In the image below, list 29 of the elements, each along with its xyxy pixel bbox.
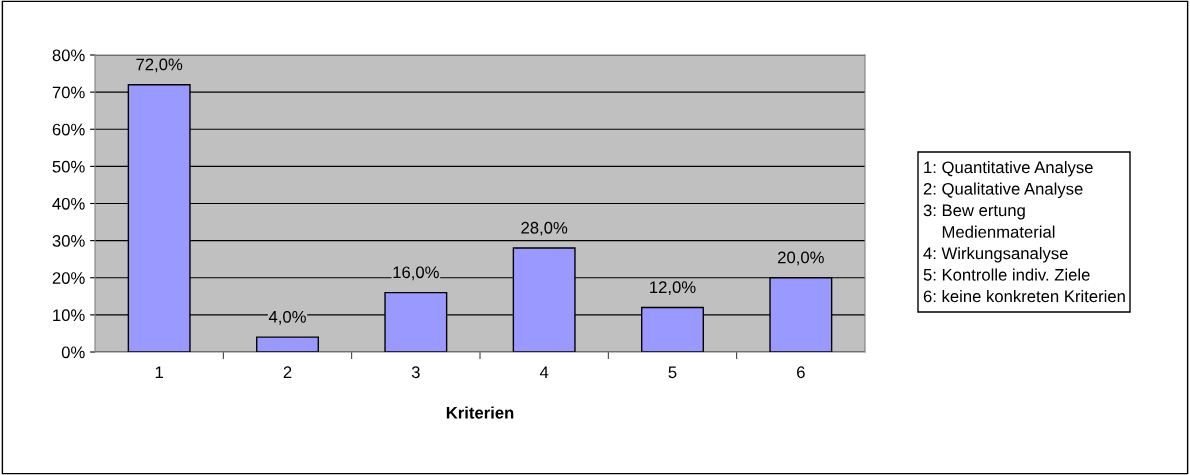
data-label: 4,0%	[268, 310, 306, 325]
x-tick-label: 2	[283, 366, 292, 378]
y-tick-label: 60%	[52, 123, 85, 136]
y-tick-label: 10%	[53, 309, 85, 322]
data-label: 16,0%	[393, 266, 439, 281]
data-label: 12,0%	[650, 281, 696, 296]
y-tick-label: 0%	[61, 346, 85, 359]
y-tick-label: 70%	[52, 86, 85, 99]
text: 2: Qualitative Analyse	[923, 182, 1083, 199]
y-tick-label: 40%	[52, 197, 85, 210]
x-tick-label: 6	[797, 366, 805, 379]
x-tick-label: 4	[539, 366, 549, 378]
text: 1: Quantitative Analyse	[924, 161, 1093, 177]
x-axis-title: Kriterien	[446, 406, 514, 419]
y-tick-label: 20%	[52, 272, 85, 284]
x-tick-label: 5	[668, 366, 677, 379]
data-label: 20,0%	[778, 251, 824, 266]
x-tick-label: 1	[155, 366, 163, 378]
text: 3: Bew ertung Medienmaterial	[923, 204, 1055, 238]
text: 6: keine konkreten Kriterien	[923, 290, 1125, 303]
x-tick-label: 3	[411, 366, 420, 379]
text: 4: Wirkungsanalyse	[923, 247, 1068, 263]
data-label: 28,0%	[521, 221, 568, 236]
data-label: 72,0%	[136, 58, 183, 73]
y-tick-label: 80%	[52, 49, 85, 62]
bar	[256, 336, 319, 352]
y-tick-label: 30%	[52, 235, 85, 247]
y-tick-label: 50%	[52, 160, 85, 173]
text: 5: Kontrolle indiv. Ziele	[923, 268, 1090, 281]
